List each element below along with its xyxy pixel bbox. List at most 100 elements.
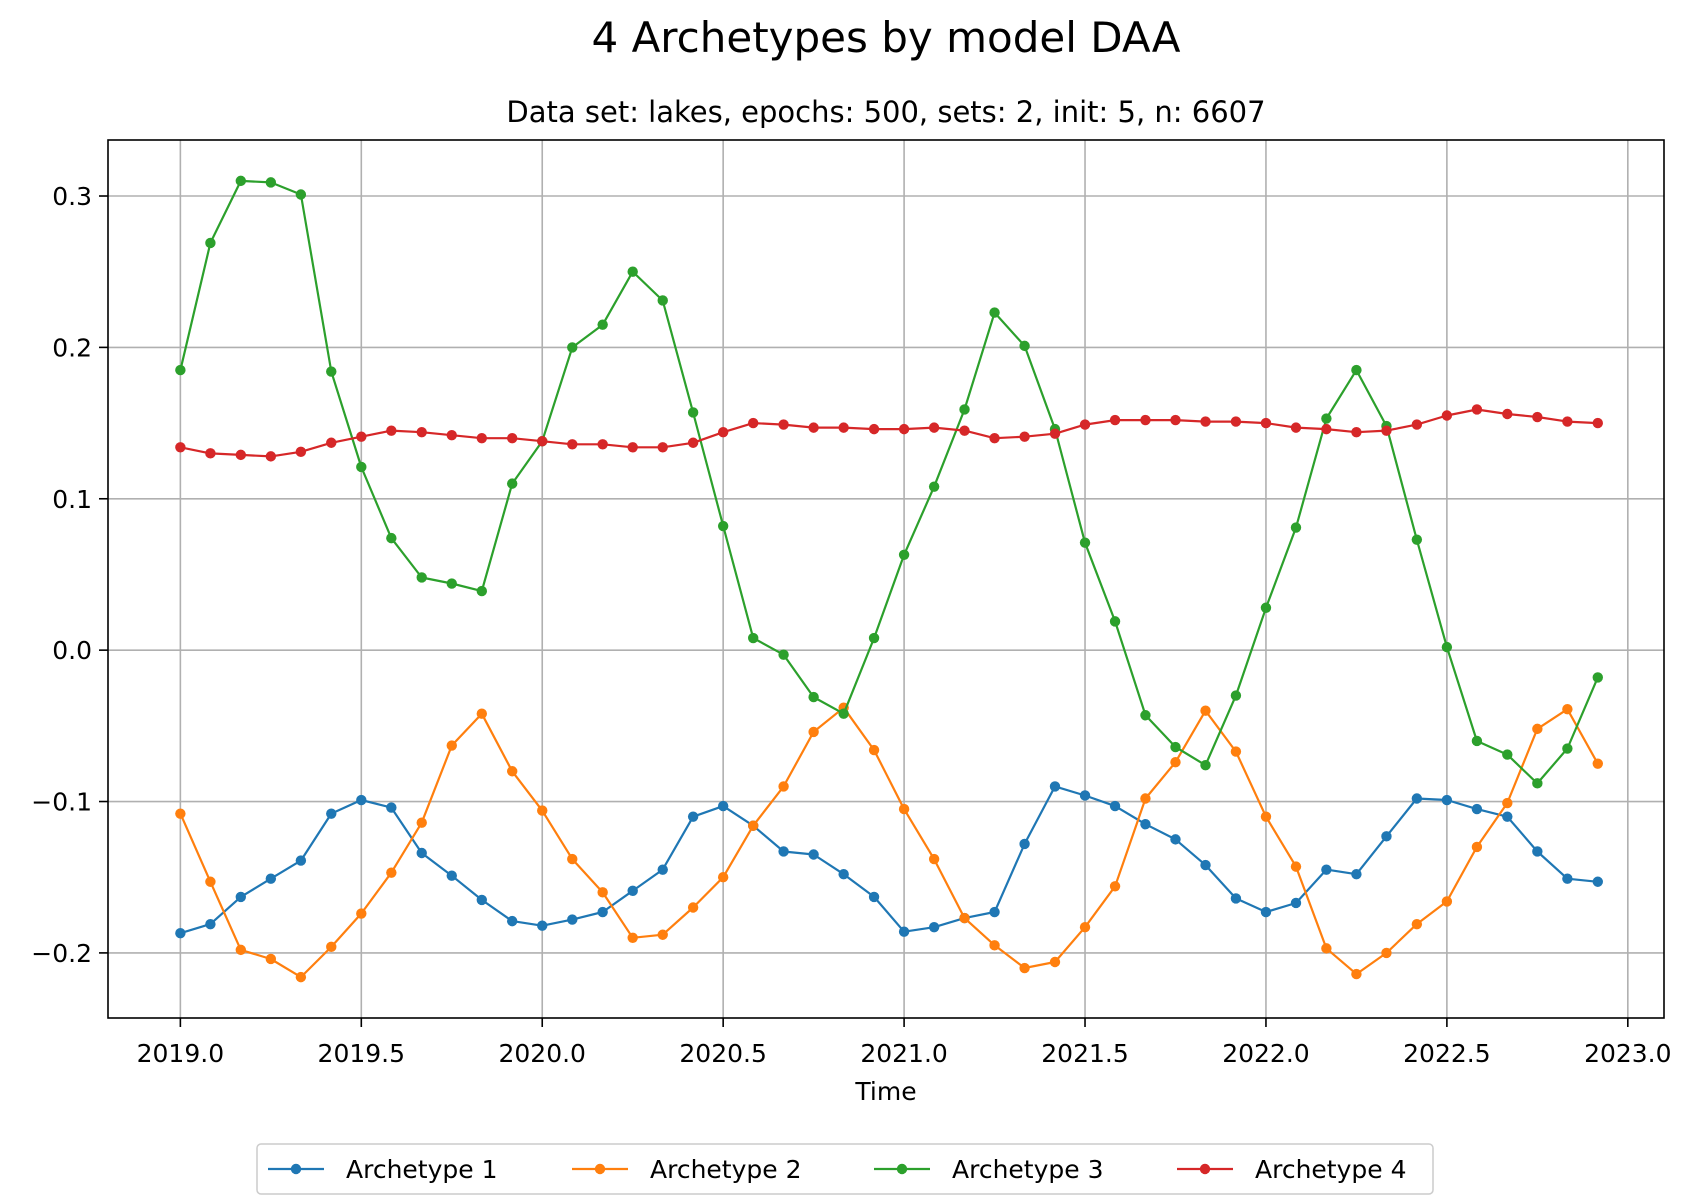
data-point: [295, 446, 307, 458]
data-point: [1230, 416, 1242, 427]
data-point: [567, 439, 578, 450]
data-point: [1471, 803, 1483, 815]
data-point: [1019, 838, 1030, 850]
data-point: [175, 928, 186, 939]
data-point: [989, 940, 1000, 951]
series-3: [175, 175, 1603, 789]
data-point: [989, 433, 1000, 444]
data-point: [506, 766, 518, 777]
data-point: [1170, 756, 1181, 768]
data-point: [687, 902, 699, 913]
data-point: [627, 885, 638, 897]
data-point: [1200, 705, 1211, 716]
data-point: [898, 803, 910, 815]
data-point: [1411, 793, 1423, 804]
data-point: [476, 433, 488, 444]
x-tick-label: 2020.0: [498, 1039, 585, 1068]
data-point: [356, 908, 367, 919]
data-point: [1140, 710, 1151, 721]
data-point: [1109, 881, 1121, 892]
data-point: [868, 744, 880, 756]
data-point: [506, 478, 518, 489]
data-point: [567, 853, 578, 865]
data-point: [898, 423, 910, 435]
data-point: [416, 572, 427, 583]
data-point: [416, 817, 427, 828]
data-point: [1170, 414, 1181, 426]
data-point: [1200, 416, 1211, 427]
data-point: [537, 920, 548, 931]
data-point: [1441, 896, 1453, 907]
data-point: [627, 932, 638, 943]
data-point: [597, 439, 608, 450]
data-point: [1290, 897, 1302, 909]
y-tick-label: 0.2: [52, 333, 92, 362]
data-point: [386, 802, 397, 813]
data-point: [1532, 846, 1543, 857]
data-point: [235, 175, 247, 187]
data-point: [1502, 811, 1513, 822]
legend-entry: Archetype 1: [268, 1155, 498, 1184]
x-tick-label: 2022.5: [1403, 1039, 1490, 1068]
x-axis-label: Time: [854, 1077, 916, 1106]
data-point: [959, 404, 970, 415]
data-point: [356, 461, 367, 473]
data-point: [1260, 811, 1272, 822]
series-2: [175, 702, 1603, 983]
data-point: [928, 422, 940, 433]
data-point: [1049, 956, 1061, 968]
data-point: [1381, 425, 1392, 436]
data-point: [898, 549, 910, 560]
data-point: [1230, 893, 1242, 904]
data-point: [868, 423, 880, 435]
y-tick-label: −0.1: [31, 788, 92, 817]
data-point: [235, 449, 247, 461]
data-point: [1230, 746, 1242, 757]
data-point: [1321, 413, 1332, 424]
data-point: [446, 870, 457, 881]
legend-entry: Archetype 2: [572, 1155, 802, 1184]
data-point: [1471, 735, 1483, 747]
data-point: [597, 319, 608, 330]
data-point: [205, 918, 216, 930]
data-point: [808, 726, 819, 738]
x-tick-label: 2021.5: [1041, 1039, 1128, 1068]
legend-swatch-marker: [594, 1163, 606, 1175]
data-point: [386, 532, 397, 544]
data-point: [265, 953, 277, 965]
data-point: [1260, 906, 1272, 918]
data-point: [868, 891, 880, 903]
data-point: [928, 921, 940, 933]
data-point: [175, 364, 186, 376]
data-point: [597, 906, 608, 918]
data-point: [567, 914, 578, 925]
data-point: [1200, 859, 1211, 871]
data-point: [1079, 419, 1091, 430]
data-point: [356, 794, 367, 806]
grid: [108, 140, 1664, 1018]
legend-entry: Archetype 3: [874, 1155, 1104, 1184]
x-tick-label: 2019.0: [137, 1039, 224, 1068]
data-point: [265, 451, 277, 462]
data-point: [1502, 749, 1513, 760]
data-point: [778, 649, 789, 660]
data-point: [627, 266, 638, 277]
data-point: [1200, 759, 1211, 771]
data-point: [205, 448, 216, 459]
data-point: [1321, 864, 1332, 875]
data-point: [1260, 417, 1272, 429]
data-point: [235, 891, 247, 903]
data-point: [1411, 534, 1423, 545]
data-point: [1441, 794, 1453, 806]
data-point: [1019, 431, 1030, 442]
data-point: [1532, 723, 1543, 735]
data-point: [1079, 537, 1091, 548]
data-point: [928, 853, 940, 865]
series-layer: [175, 175, 1603, 983]
series-line: [180, 785, 1598, 935]
data-point: [1351, 968, 1362, 980]
data-point: [295, 855, 307, 866]
data-point: [687, 811, 699, 822]
data-point: [265, 873, 277, 884]
